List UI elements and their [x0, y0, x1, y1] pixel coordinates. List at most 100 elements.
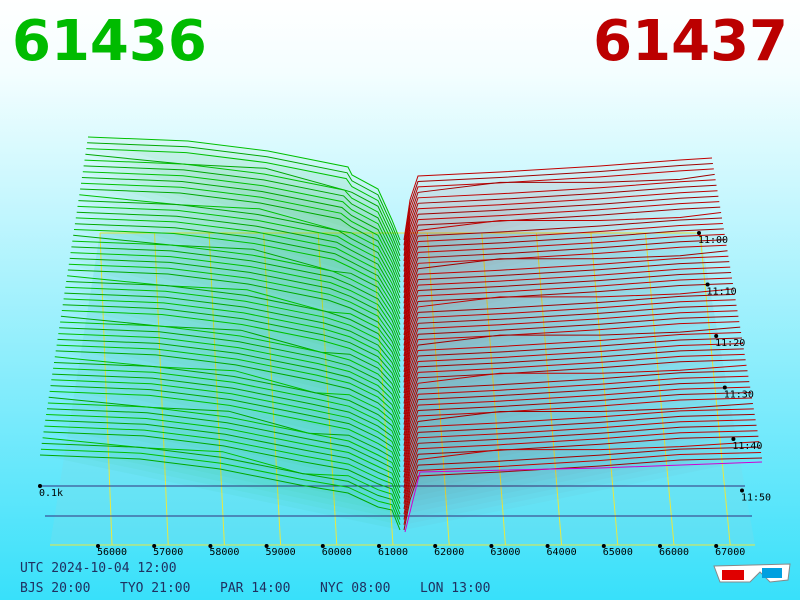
- ask-line: [403, 315, 739, 393]
- zone-time: TYO 21:00: [120, 581, 190, 596]
- tick-dot: [697, 231, 701, 235]
- price-label: 56000: [97, 547, 127, 558]
- ask-line: [403, 348, 744, 425]
- bid-line: [46, 414, 401, 494]
- ask-line: [403, 375, 749, 451]
- bid-line: [74, 223, 401, 320]
- ask-line: [403, 457, 763, 531]
- tick-dot: [38, 484, 42, 488]
- price-label: 61000: [378, 547, 408, 558]
- time-label: 11:00: [698, 235, 728, 246]
- tick-dot: [705, 282, 710, 287]
- utc-time: UTC 2024-10-04 12:00: [20, 561, 177, 576]
- ask-line: [403, 206, 721, 288]
- bid-line: [66, 281, 401, 372]
- price-label: 65000: [603, 547, 633, 558]
- ask-line: [403, 392, 752, 467]
- ask-line: [403, 244, 727, 325]
- bid-line: [69, 257, 401, 351]
- ask-line: [403, 266, 731, 346]
- ask-line: [403, 239, 726, 320]
- bid-line: [70, 252, 401, 346]
- bid-line: [68, 263, 401, 357]
- price-label: 62000: [434, 547, 464, 558]
- bid-line: [41, 442, 401, 520]
- bid-line: [76, 211, 401, 309]
- ask-line: [403, 370, 748, 446]
- ask-line: [403, 277, 733, 357]
- ask-line: [403, 386, 751, 462]
- floor-line: [481, 232, 506, 546]
- zone-time: PAR 14:00: [220, 581, 290, 596]
- bid-line: [58, 333, 401, 420]
- tick-dot: [601, 544, 606, 548]
- tick-dot: [152, 544, 157, 548]
- bid-line: [49, 390, 401, 473]
- bid-line: [87, 136, 401, 241]
- tick-dot: [264, 544, 269, 548]
- price-label: 57000: [153, 547, 183, 558]
- ask-line: [403, 419, 756, 494]
- tick-dot: [714, 334, 719, 338]
- bid-line: [56, 344, 401, 430]
- ask-line: [403, 299, 736, 378]
- tick-dot: [731, 437, 736, 441]
- bid-line: [59, 327, 401, 415]
- ask-line: [403, 288, 734, 367]
- bid-line: [73, 229, 401, 325]
- ask-line: [403, 217, 723, 299]
- bid-line: [80, 188, 401, 288]
- bid-price: 61436: [12, 9, 207, 74]
- bid-line: [73, 234, 401, 330]
- 3d-glasses-icon[interactable]: [713, 563, 791, 583]
- bid-line: [42, 437, 401, 515]
- bid-line: [72, 240, 401, 336]
- bid-line: [54, 356, 401, 441]
- ask-price: 61437: [593, 9, 788, 74]
- time-zones: BJS 20:00 TYO 21:00 PAR 14:00 NYC 08:00 LON …: [20, 581, 490, 596]
- ask-line: [403, 446, 761, 520]
- bid-line: [43, 431, 401, 510]
- ask-line: [403, 255, 729, 335]
- ask-line: [403, 364, 747, 441]
- ask-line: [403, 408, 754, 483]
- tick-dot: [740, 488, 744, 493]
- price-label: 66000: [659, 547, 689, 558]
- time-label: 11:20: [715, 338, 745, 349]
- bid-line: [45, 419, 401, 499]
- ask-line: [403, 157, 713, 241]
- bid-line: [81, 177, 401, 278]
- bid-line: [53, 367, 401, 452]
- bid-line: [71, 246, 401, 341]
- zone-time: BJS 20:00: [20, 581, 90, 596]
- bid-line: [79, 194, 401, 293]
- bid-line: [52, 373, 401, 457]
- bid-line: [64, 292, 401, 383]
- bid-line: [60, 315, 401, 404]
- zone-time: LON 13:00: [420, 581, 490, 596]
- price-label: 63000: [490, 547, 520, 558]
- ask-line: [403, 223, 723, 304]
- price-label: 58000: [209, 547, 239, 558]
- bid-line: [55, 350, 401, 436]
- bid-line: [60, 321, 401, 409]
- bid-line: [84, 159, 401, 262]
- zone-time: NYC 08:00: [320, 581, 390, 596]
- ask-line: [403, 403, 753, 478]
- ask-line: [403, 261, 730, 341]
- time-label: 11:30: [724, 390, 754, 401]
- floor-line: [535, 232, 563, 546]
- bid-line: [48, 396, 401, 478]
- ask-line: [403, 250, 728, 330]
- floor-line: [426, 232, 450, 546]
- tick-dot: [433, 544, 438, 548]
- tick-dot: [96, 544, 100, 548]
- bid-line: [82, 171, 401, 272]
- price-label: 67000: [715, 547, 745, 558]
- ask-line: [404, 461, 763, 533]
- floor-line: [317, 232, 338, 546]
- tick-dot: [377, 544, 381, 548]
- bid-line: [87, 142, 401, 246]
